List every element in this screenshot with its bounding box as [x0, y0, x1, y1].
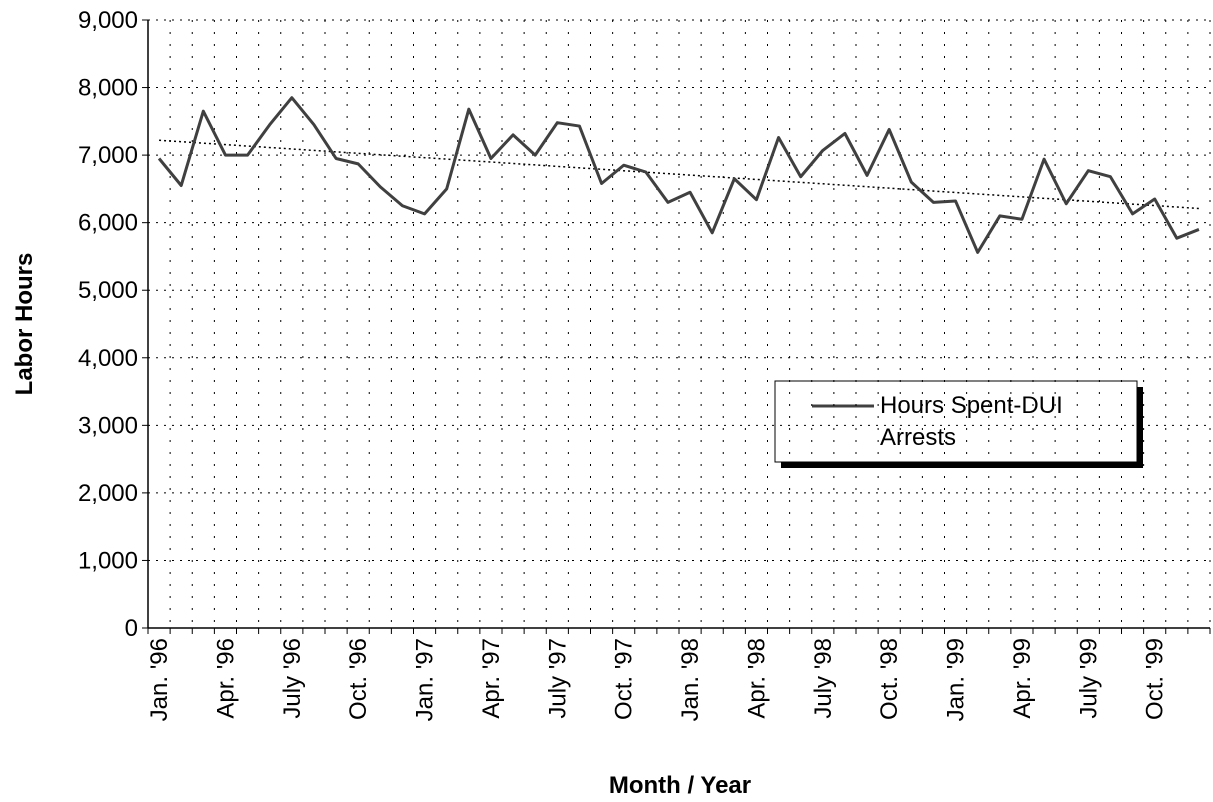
- y-axis-title: Labor Hours: [11, 253, 38, 396]
- legend-box: [774, 380, 1138, 463]
- x-tick-label: July '99: [1075, 638, 1102, 719]
- x-tick-label: Apr. '99: [1009, 638, 1036, 719]
- x-tick-label: Apr. '97: [478, 638, 505, 719]
- y-tick-label: 8,000: [78, 75, 138, 102]
- x-tick-label: July '98: [810, 638, 837, 719]
- x-axis-title: Month / Year: [609, 772, 751, 799]
- x-tick-label: July '97: [544, 638, 571, 719]
- x-tick-label: Oct. '96: [345, 638, 372, 720]
- x-tick-label: Apr. '98: [743, 638, 770, 719]
- y-tick-label: 4,000: [78, 345, 138, 372]
- x-tick-label: Apr. '96: [212, 638, 239, 719]
- y-tick-label: 7,000: [78, 142, 138, 169]
- y-tick-label: 3,000: [78, 412, 138, 439]
- y-tick-label: 2,000: [78, 480, 138, 507]
- x-tick-label: Oct. '99: [1142, 638, 1169, 720]
- x-tick-label: Jan. '97: [412, 638, 439, 721]
- y-tick-label: 5,000: [78, 277, 138, 304]
- y-tick-label: 0: [125, 615, 138, 642]
- y-tick-label: 6,000: [78, 210, 138, 237]
- x-tick-label: Jan. '99: [943, 638, 970, 721]
- x-tick-label: Jan. '96: [146, 638, 173, 721]
- x-tick-label: July '96: [279, 638, 306, 719]
- legend-label: Hours Spent-DUI Arrests: [880, 392, 1063, 451]
- x-tick-label: Jan. '98: [677, 638, 704, 721]
- data-line: [157, 96, 1200, 254]
- x-tick-label: Oct. '97: [611, 638, 638, 720]
- y-tick-label: 1,000: [78, 547, 138, 574]
- y-tick-label: 9,000: [78, 7, 138, 34]
- trend-line: [159, 139, 1199, 210]
- x-tick-label: Oct. '98: [876, 638, 903, 720]
